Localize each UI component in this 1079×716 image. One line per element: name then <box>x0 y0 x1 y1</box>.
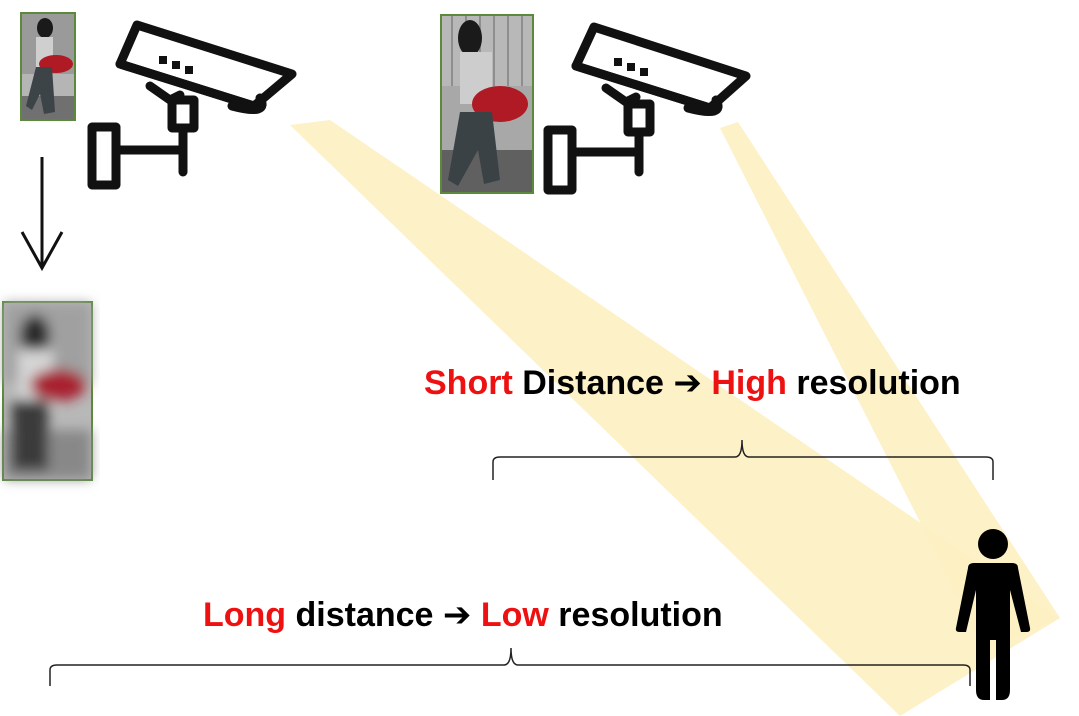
short-distance-label: Short Distance ➔ High resolution <box>424 366 961 400</box>
down-arrow-icon <box>20 157 64 272</box>
resolution-word: resolution <box>548 596 723 634</box>
distance-word: Distance <box>512 364 674 402</box>
long-distance-label: Long distance ➔ Low resolution <box>203 598 723 632</box>
right-arrow-icon: ➔ <box>673 363 702 403</box>
low-word: Low <box>471 596 549 634</box>
person-icon <box>955 529 1031 700</box>
high-word: High <box>701 364 787 402</box>
camera-near-beam <box>720 122 1060 650</box>
camera-far-icon <box>87 20 297 190</box>
distance-word: distance <box>286 596 443 634</box>
far-camera-photo <box>20 12 76 121</box>
short-word: Short <box>424 364 513 402</box>
resolution-word: resolution <box>786 364 961 402</box>
right-arrow-icon: ➔ <box>442 595 472 635</box>
short-distance-brace <box>492 439 994 480</box>
long-distance-brace <box>49 647 971 686</box>
long-word: Long <box>203 596 287 634</box>
near-camera-photo <box>440 14 534 194</box>
camera-far-dots <box>159 56 193 74</box>
blurred-photo <box>2 301 93 481</box>
camera-far-beam <box>290 120 1060 716</box>
camera-near-dots <box>614 58 648 76</box>
camera-near-icon <box>543 22 751 195</box>
